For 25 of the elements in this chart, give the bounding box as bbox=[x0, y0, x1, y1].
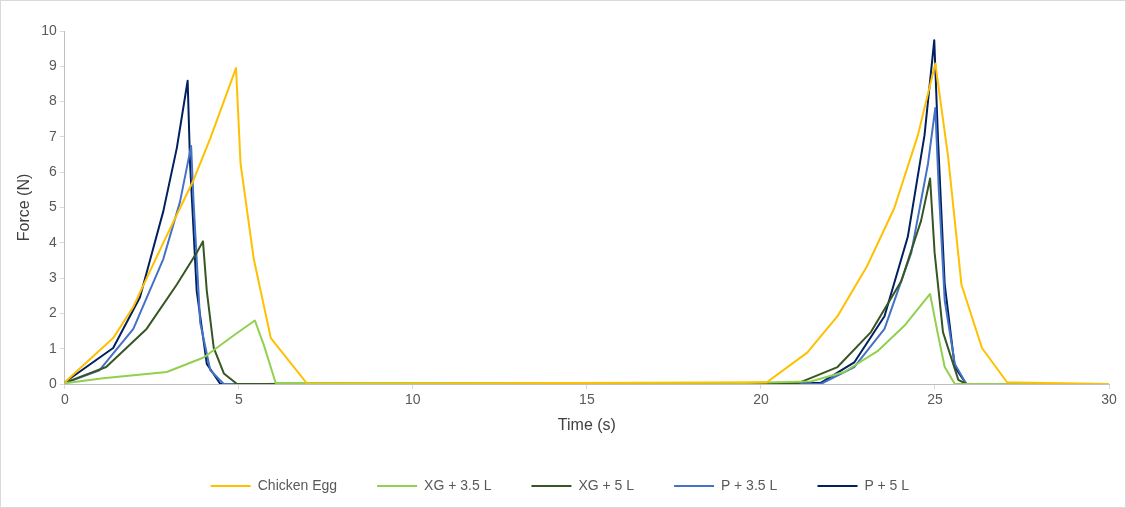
legend-label: XG + 3.5 L bbox=[424, 476, 492, 493]
x-tick-label: 15 bbox=[579, 391, 595, 408]
y-tick-label: 0 bbox=[48, 374, 57, 391]
y-tick-label: 1 bbox=[48, 339, 57, 356]
x-axis-title: Time (s) bbox=[557, 415, 616, 433]
y-tick-label: 6 bbox=[48, 163, 57, 180]
y-tick-label: 8 bbox=[48, 92, 57, 109]
x-tick-label: 5 bbox=[234, 391, 243, 408]
x-tick-label: 20 bbox=[753, 391, 769, 408]
y-tick-label: 4 bbox=[48, 233, 57, 250]
y-tick-label: 5 bbox=[48, 198, 57, 215]
legend-label: P + 3.5 L bbox=[721, 476, 778, 493]
y-tick-label: 3 bbox=[48, 268, 57, 285]
y-tick-label: 7 bbox=[48, 127, 57, 144]
legend-label: Chicken Egg bbox=[257, 476, 338, 493]
x-tick-label: 30 bbox=[1101, 391, 1117, 408]
legend-label: P + 5 L bbox=[864, 476, 910, 493]
y-tick-label: 2 bbox=[48, 304, 57, 321]
legend-label: XG + 5 L bbox=[578, 476, 635, 493]
x-tick-label: 0 bbox=[60, 391, 69, 408]
x-tick-label: 10 bbox=[405, 391, 421, 408]
y-tick-label: 10 bbox=[41, 21, 57, 38]
y-axis-title: Force (N) bbox=[15, 173, 33, 242]
y-tick-label: 9 bbox=[48, 57, 57, 74]
x-tick-label: 25 bbox=[927, 391, 943, 408]
